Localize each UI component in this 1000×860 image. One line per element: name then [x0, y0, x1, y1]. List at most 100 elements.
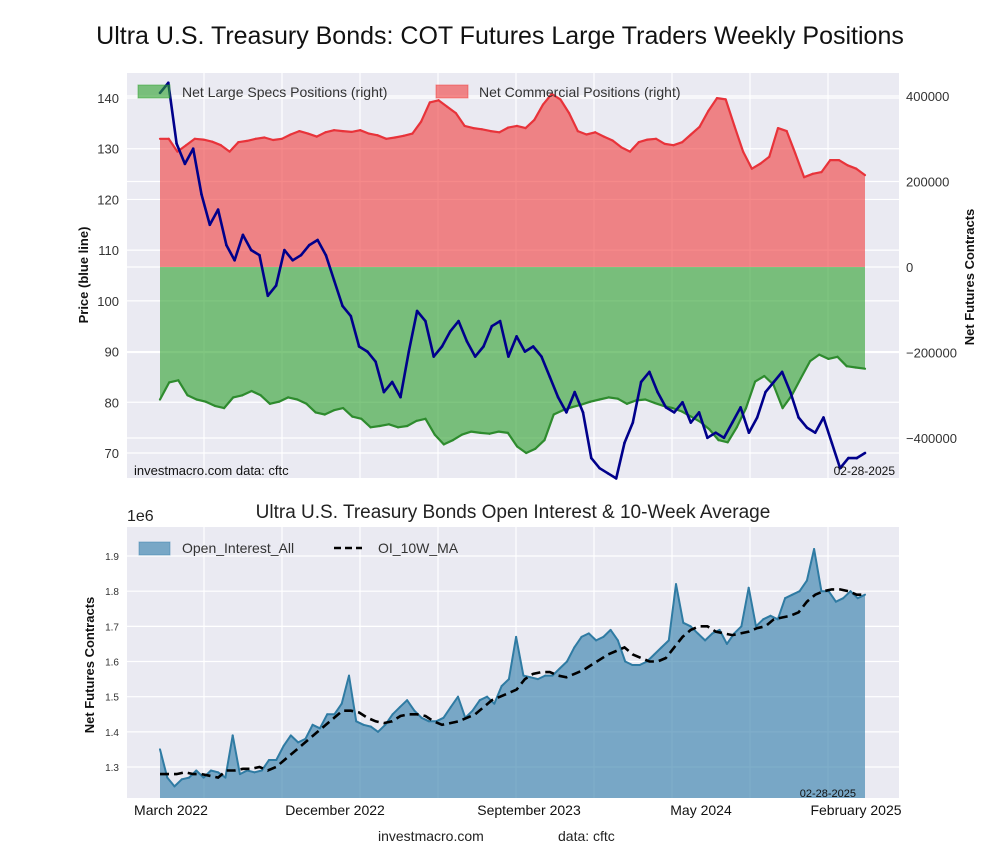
series-segment-net-commercial: [628, 141, 640, 153]
left-tick-label: 100: [97, 294, 119, 309]
series-segment-net-commercial: [454, 111, 466, 128]
price-line-segment: [614, 441, 626, 480]
open-interest-segment: [420, 716, 430, 723]
series-segment-net-commercial: [393, 134, 405, 139]
open-interest-segment: [406, 699, 416, 712]
series-segment-net-large-specs: [808, 353, 821, 363]
series-segment-net-large-specs: [369, 424, 381, 429]
y-tick-label: 1.8: [105, 587, 119, 598]
series-segment-net-large-specs: [342, 407, 354, 418]
series-segment-net-commercial: [263, 136, 275, 142]
right-tick-label: 0: [906, 260, 913, 275]
series-segment-net-commercial: [750, 162, 762, 170]
open-interest-segment: [435, 716, 445, 723]
price-line-segment: [556, 395, 568, 414]
series-segment-net-large-specs: [790, 377, 803, 397]
series-segment-net-large-specs: [177, 379, 189, 397]
series-segment-net-commercial: [559, 98, 571, 115]
series-segment-net-commercial: [759, 155, 771, 165]
series-segment-net-large-specs: [854, 366, 867, 370]
series-segment-net-commercial: [846, 164, 858, 170]
series-segment-net-commercial: [411, 120, 423, 135]
series-segment-net-commercial: [715, 96, 727, 101]
series-segment-net-commercial: [707, 96, 719, 113]
series-segment-net-commercial: [733, 124, 745, 153]
price-line-segment: [631, 380, 643, 424]
open-interest-segment: [653, 646, 663, 656]
price-line-segment: [357, 345, 369, 353]
open-interest-segment: [602, 628, 612, 638]
price-line-segment: [424, 319, 436, 358]
x-tick-label: March 2022: [134, 802, 208, 818]
price-line-segment: [548, 375, 560, 399]
y-tick-label: 1.3: [105, 763, 119, 774]
series-segment-net-commercial: [298, 130, 310, 135]
series-segment-net-large-specs: [772, 383, 784, 410]
open-interest-segment: [595, 635, 605, 642]
price-line-segment: [366, 350, 377, 364]
price-line-segment: [515, 335, 527, 353]
series-segment-net-commercial: [480, 128, 492, 133]
open-interest-segment: [457, 695, 467, 719]
open-interest-segment: [675, 583, 685, 624]
price-line-segment: [540, 355, 552, 379]
open-interest-segment: [180, 776, 191, 781]
series-segment-net-large-specs: [259, 394, 271, 405]
main-title: Ultra U.S. Treasury Bonds: COT Futures L…: [96, 22, 904, 50]
price-line-segment: [399, 350, 411, 399]
series-segment-net-commercial: [420, 101, 431, 123]
open-interest-segment: [704, 632, 714, 642]
series-segment-net-large-specs: [625, 399, 638, 405]
open-interest-segment: [791, 590, 801, 596]
series-segment-net-large-specs: [689, 415, 702, 423]
series-segment-net-large-specs: [241, 389, 253, 397]
series-segment-net-commercial: [228, 141, 240, 153]
series-segment-net-large-specs: [287, 396, 299, 401]
series-segment-net-large-specs: [580, 400, 592, 406]
open-interest-segment: [624, 660, 634, 666]
price-line-segment: [200, 193, 212, 227]
open-interest-segment: [784, 593, 794, 600]
y-tick-label: 1.7: [105, 622, 119, 633]
series-segment-net-large-specs: [387, 423, 400, 429]
series-segment-net-large-specs: [497, 430, 509, 434]
price-line-segment: [448, 319, 460, 333]
price-line-segment: [249, 248, 261, 257]
series-segment-net-commercial: [698, 109, 710, 128]
price-line-segment: [589, 456, 601, 470]
series-segment-net-commercial: [541, 92, 553, 106]
open-interest-segment: [798, 579, 808, 593]
open-interest-segment: [566, 646, 576, 663]
open-interest-segment: [246, 769, 256, 774]
open-interest-segment: [522, 674, 532, 679]
series-segment-net-large-specs: [525, 447, 537, 455]
right-axis-label: Net Futures Contracts: [962, 209, 977, 346]
series-segment-net-commercial: [306, 132, 318, 138]
price-line-segment: [664, 406, 676, 414]
series-segment-net-commercial: [219, 144, 231, 153]
left-tick-label: 120: [97, 192, 119, 207]
open-interest-segment: [587, 632, 598, 642]
series-segment-net-commercial: [193, 137, 205, 141]
series-segment-net-large-specs: [433, 433, 445, 446]
series-segment-net-commercial: [585, 131, 597, 136]
open-interest-segment: [696, 632, 707, 642]
price-line-segment: [822, 416, 834, 445]
price-line-segment: [797, 416, 809, 429]
open-interest-segment: [813, 548, 823, 593]
series-segment-net-commercial: [463, 124, 475, 130]
series-segment-net-large-specs: [323, 409, 336, 416]
open-interest-segment: [348, 674, 358, 723]
open-interest-segment: [776, 597, 787, 621]
series-segment-net-large-specs: [726, 426, 738, 444]
footer-site: investmacro.com: [378, 828, 484, 844]
price-line-segment: [838, 456, 850, 470]
open-interest-segment: [369, 725, 379, 733]
series-segment-net-large-specs: [735, 407, 748, 429]
series-segment-net-commercial: [428, 99, 440, 104]
series-segment-net-commercial: [280, 133, 292, 140]
price-line-segment: [648, 370, 659, 394]
legend-label-ma: OI_10W_MA: [378, 540, 459, 556]
series-segment-net-commercial: [245, 137, 257, 142]
series-segment-net-commercial: [237, 139, 249, 144]
